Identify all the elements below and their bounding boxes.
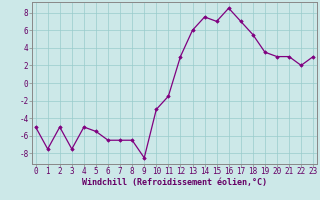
X-axis label: Windchill (Refroidissement éolien,°C): Windchill (Refroidissement éolien,°C): [82, 178, 267, 187]
